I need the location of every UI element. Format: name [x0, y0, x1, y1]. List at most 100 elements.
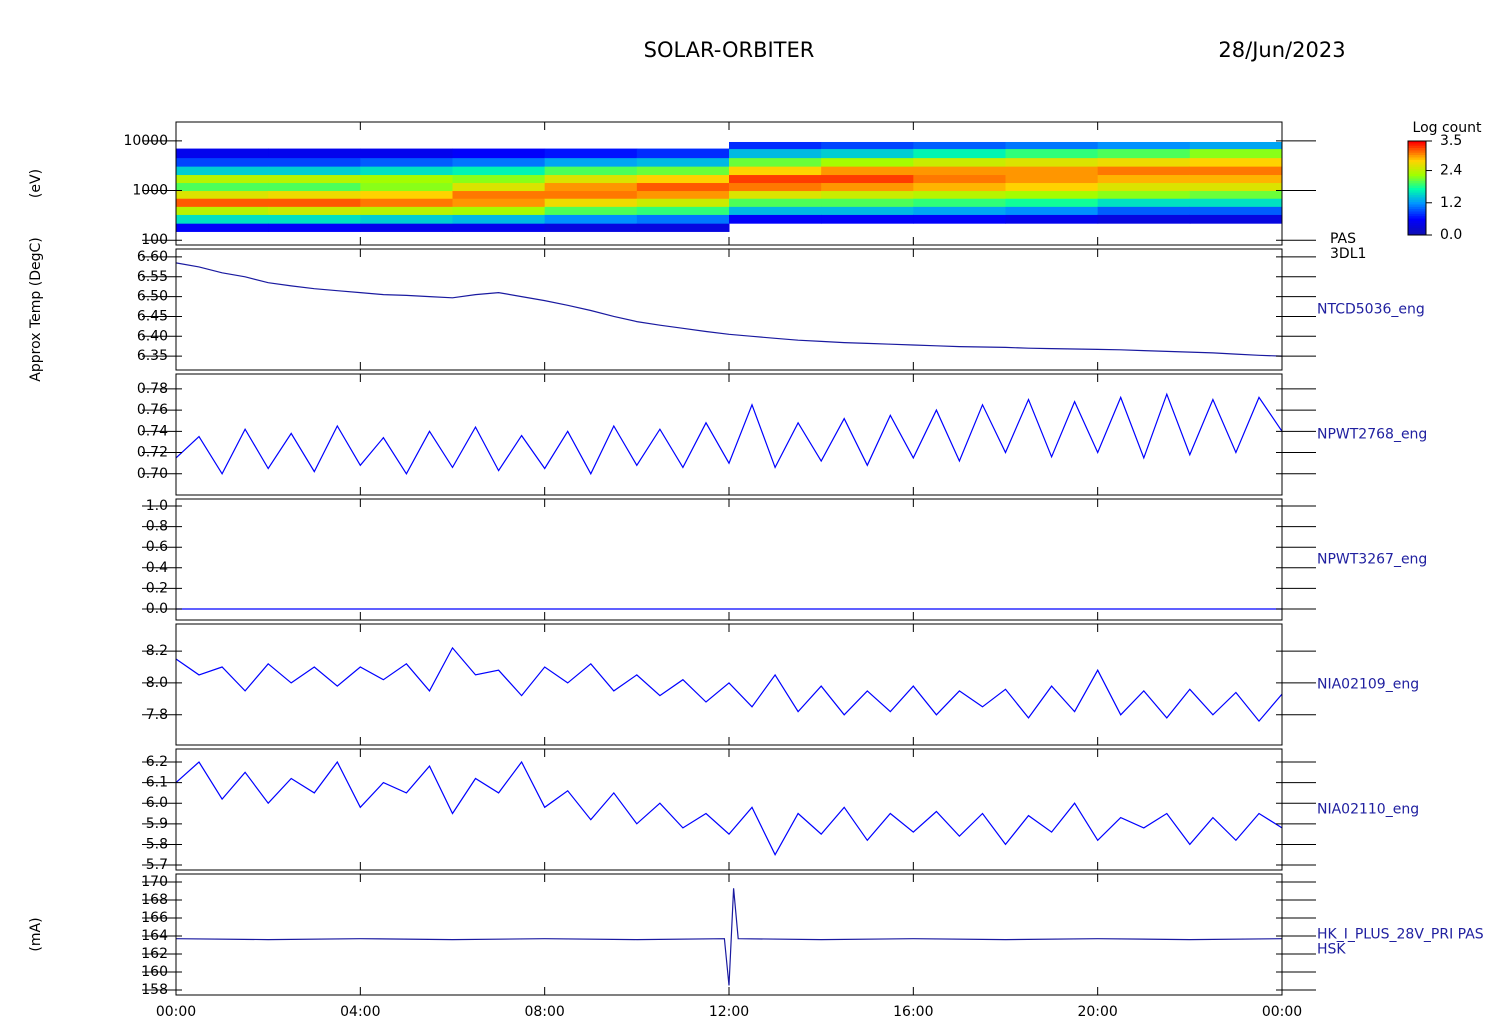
heat-cell	[360, 223, 453, 232]
heat-cell	[729, 214, 822, 224]
heat-cell	[268, 198, 361, 207]
heat-cell	[636, 206, 730, 215]
colorbar-segment	[1408, 145, 1426, 149]
heat-cell	[1097, 174, 1191, 184]
heat-cell	[913, 190, 1006, 199]
heat-cell	[1189, 148, 1283, 159]
heat-cell	[360, 214, 453, 224]
heat-cell	[1097, 148, 1191, 159]
x-tick-label: 00:00	[156, 1004, 196, 1020]
heat-cell	[544, 166, 638, 176]
heat-cell	[360, 206, 453, 215]
colorbar-segment	[1408, 204, 1426, 208]
colorbar-segment	[1408, 152, 1426, 156]
heat-cell	[360, 198, 453, 207]
heat-cell	[1189, 198, 1283, 207]
heat-cell	[360, 157, 453, 167]
heat-cell	[636, 157, 730, 167]
heat-cell	[821, 148, 914, 159]
x-tick-label: 00:00	[1262, 1004, 1302, 1020]
heat-cell	[729, 206, 822, 215]
heat-cell	[268, 206, 361, 215]
heat-cell	[636, 166, 730, 176]
heat-cell	[452, 148, 546, 159]
heat-cell	[1097, 182, 1191, 192]
colorbar-segment	[1408, 141, 1426, 144]
colorbar-segment	[1408, 162, 1426, 165]
heat-cell	[1005, 206, 1099, 215]
heat-cell	[1097, 214, 1191, 224]
heat-cell	[821, 182, 914, 192]
heat-cell	[729, 182, 822, 192]
series-label: PAS	[1330, 231, 1356, 247]
heat-cell	[821, 206, 914, 215]
colorbar-segment	[1408, 185, 1426, 189]
heat-cell	[1189, 190, 1283, 199]
colorbar-segment	[1408, 220, 1426, 224]
colorbar-segment	[1408, 218, 1426, 222]
series-label: NIA02109_eng	[1317, 677, 1419, 693]
heat-cell	[821, 198, 914, 207]
heat-cell	[268, 166, 361, 176]
colorbar-title: Log count	[1413, 120, 1482, 136]
heat-cell	[176, 148, 269, 159]
colorbar-segment	[1408, 213, 1426, 217]
heat-cell	[1005, 141, 1099, 150]
heat-cell	[360, 148, 453, 159]
colorbar-segment	[1408, 178, 1426, 182]
colorbar-segment	[1408, 164, 1426, 168]
heat-cell	[176, 157, 269, 167]
colorbar-tick-label: 0.0	[1440, 227, 1462, 243]
heat-cell	[360, 166, 453, 176]
heat-cell	[176, 223, 269, 232]
data-line	[175, 888, 1283, 986]
heat-cell	[821, 157, 914, 167]
heat-cell	[1005, 174, 1099, 184]
heat-cell	[913, 174, 1006, 184]
heat-cell	[176, 190, 269, 199]
panel-frame	[175, 748, 1283, 871]
heat-cell	[1189, 206, 1283, 215]
heat-cell	[176, 182, 269, 192]
heat-cell	[452, 190, 546, 199]
heat-cell	[913, 148, 1006, 159]
heat-cell	[268, 174, 361, 184]
heat-cell	[268, 190, 361, 199]
panel-frame	[175, 623, 1283, 746]
heat-cell	[1189, 141, 1283, 150]
heat-cell	[544, 157, 638, 167]
heat-cell	[1097, 166, 1191, 176]
heat-cell	[913, 214, 1006, 224]
heat-cell	[913, 141, 1006, 150]
date: 28/Jun/2023	[1218, 38, 1345, 62]
heat-cell	[544, 214, 638, 224]
data-line	[175, 262, 1283, 357]
series-label: NIA02110_eng	[1317, 802, 1419, 818]
heat-cell	[729, 166, 822, 176]
heat-cell	[729, 198, 822, 207]
colorbar-segment	[1408, 180, 1426, 184]
colorbar-segment	[1408, 190, 1426, 194]
colorbar-tick-label: 1.2	[1440, 195, 1462, 211]
heat-cell	[913, 166, 1006, 176]
heat-cell	[268, 214, 361, 224]
colorbar-segment	[1408, 232, 1426, 236]
heat-cell	[913, 198, 1006, 207]
heat-cell	[636, 223, 730, 232]
x-tick-label: 04:00	[340, 1004, 380, 1020]
heat-cell	[1097, 157, 1191, 167]
heat-cell	[544, 148, 638, 159]
heat-cell	[360, 174, 453, 184]
x-tick-label: 20:00	[1077, 1004, 1117, 1020]
colorbar-segment	[1408, 202, 1426, 205]
colorbar-segment	[1408, 159, 1426, 163]
heat-cell	[821, 214, 914, 224]
heat-cell	[176, 214, 269, 224]
heat-cell	[544, 206, 638, 215]
heat-cell	[176, 174, 269, 184]
heat-cell	[636, 198, 730, 207]
heat-cell	[1005, 148, 1099, 159]
colorbar-segment	[1408, 166, 1426, 170]
colorbar-segment	[1408, 195, 1426, 198]
heat-cell	[1189, 182, 1283, 192]
